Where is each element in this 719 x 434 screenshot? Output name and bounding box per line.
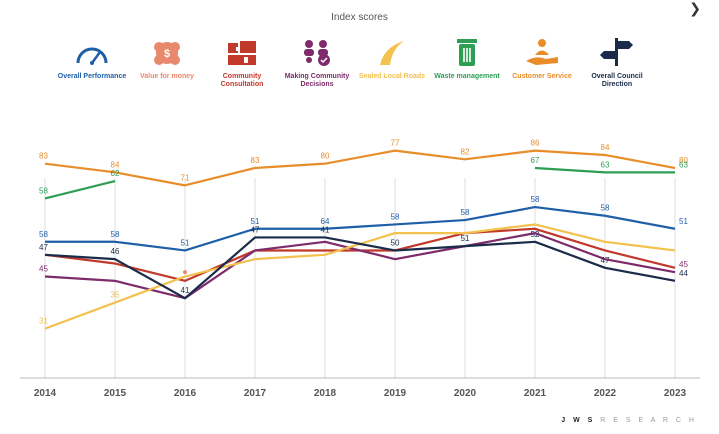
chart-legend: Overall Performance $ Value for money Commu… [55,35,675,125]
community-blocks-icon [228,41,256,65]
legend-item: $ Value for money [130,35,204,81]
legend-label: Value for money [139,73,195,80]
dollar-flower-icon: $ [154,42,180,65]
legend-item: Making Community Decisions [280,35,354,89]
data-label: 45 [679,260,688,269]
data-label: 47 [251,225,260,234]
x-tick-label: 2023 [664,388,687,399]
svg-text:$: $ [164,48,170,60]
data-label: 44 [679,269,688,278]
gauge-icon [76,47,108,65]
data-label: 80 [321,152,330,161]
data-label: 51 [461,234,470,243]
series-line [44,179,116,200]
data-label: 47 [39,243,48,252]
data-label: 58 [39,230,48,239]
data-label: 58 [461,208,470,217]
data-label: 63 [679,160,688,169]
series-line [44,236,676,300]
legend-item: Customer Service [505,35,579,81]
road-icon [380,41,404,65]
data-label: 51 [251,217,260,226]
bin-icon [457,39,477,66]
legend-label: Waste management [434,73,500,80]
legend-label: Making Community Decisions [284,73,350,88]
data-label: 86 [531,139,540,148]
data-label: 77 [391,139,400,148]
data-label: 63 [601,160,610,169]
x-tick-label: 2017 [244,388,267,399]
data-label: 46 [111,247,120,256]
data-label: 84 [601,143,610,152]
series-line [45,205,676,252]
x-tick-label: 2019 [384,388,407,399]
data-label: 62 [111,169,120,178]
data-label: 83 [251,156,260,165]
legend-label: Sealed Local Roads [358,73,426,80]
signpost-icon [600,38,633,66]
legend-label: Overall Council Direction [591,73,643,88]
x-tick-label: 2015 [104,388,127,399]
legend-item: Waste management [430,35,504,81]
data-label: 35 [111,291,120,300]
legend-item: Overall Council Direction [580,35,654,89]
legend-label: Overall Performance [57,73,127,80]
brand-logo: J W S R E S E A R C H [561,417,697,424]
data-label: 45 [39,265,48,274]
legend-item: Community Consultation [205,35,279,89]
legend-label: Customer Service [512,73,572,80]
data-label: 58 [601,204,610,213]
x-tick-label: 2014 [34,388,57,399]
x-tick-label: 2020 [454,388,477,399]
data-label: 47 [601,256,610,265]
data-label: 58 [39,186,48,195]
data-label: 84 [111,160,120,169]
data-label: 58 [111,230,120,239]
data-label: 67 [531,156,540,165]
data-label: 41 [321,225,330,234]
data-label: 58 [531,195,540,204]
hand-service-icon [526,39,558,65]
data-label: 71 [181,173,190,182]
x-tick-label: 2018 [314,388,337,399]
series-line [534,166,675,174]
people-check-icon [304,40,330,66]
series-point [183,270,187,275]
series-line [44,149,676,187]
chart-title: Index scores [331,12,388,23]
series-line [44,223,676,330]
data-label: 64 [321,217,330,226]
data-label: 58 [391,212,400,221]
data-label: 41 [181,286,190,295]
data-label: 31 [39,317,48,326]
legend-item: Sealed Local Roads [355,35,429,81]
legend-item: Overall Performance [55,35,129,81]
x-tick-label: 2021 [524,388,547,399]
data-label: 80 [679,156,688,165]
data-label: 51 [181,238,190,247]
legend-label: Community Consultation [220,73,264,88]
chevron-right-icon: ❯ [689,0,701,16]
data-label: 50 [391,238,400,247]
data-label: 52 [531,230,540,239]
data-label: 82 [461,147,470,156]
x-tick-label: 2016 [174,388,197,399]
data-label: 83 [39,152,48,161]
x-tick-label: 2022 [594,388,617,399]
data-label: 51 [679,217,688,226]
